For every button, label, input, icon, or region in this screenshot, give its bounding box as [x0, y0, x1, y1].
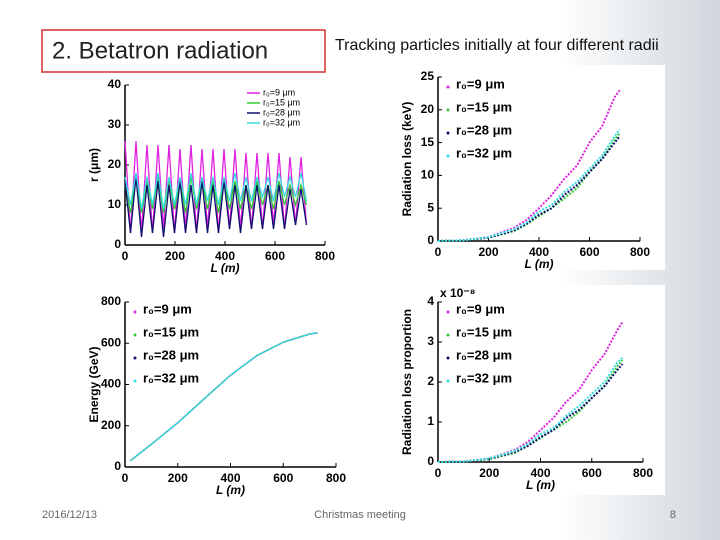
y-axis-label: Energy (GeV)	[87, 346, 101, 422]
legend-swatch	[133, 310, 137, 314]
y-tick-label: 5	[427, 200, 434, 214]
x-tick-label: 400	[529, 245, 549, 259]
legend-label: r₀=9 μm	[456, 76, 505, 91]
series-line	[437, 363, 624, 463]
series-line	[437, 128, 621, 242]
legend-swatch	[446, 131, 450, 135]
panel	[400, 65, 665, 270]
x-tick-label: 400	[530, 466, 550, 480]
legend-label: r₀=9 μm	[263, 87, 295, 97]
x-axis-label: L (m)	[210, 261, 239, 275]
y-tick-label: 25	[421, 69, 435, 83]
x-tick-label: 0	[435, 466, 442, 480]
y-tick-label: 0	[114, 459, 121, 473]
y-tick-label: 800	[101, 294, 121, 308]
legend-label: r₀=32 μm	[456, 370, 512, 385]
legend-label: r₀=32 μm	[456, 145, 512, 160]
page-number: 8	[670, 509, 676, 521]
legend-label: r₀=9 μm	[456, 301, 505, 316]
y-axis-label: r (μm)	[87, 148, 101, 182]
legend-label: r₀=28 μm	[263, 107, 300, 117]
x-tick-label: 400	[215, 249, 235, 263]
date: 2016/12/13	[42, 509, 97, 521]
x-tick-label: 600	[273, 471, 293, 485]
y-axis-label: Radiation loss proportion	[400, 309, 414, 455]
legend-label: r₀=15 μm	[456, 99, 512, 114]
slide-subtitle: Tracking particles initially at four dif…	[335, 37, 659, 54]
legend-label: r₀=32 μm	[143, 370, 199, 385]
x-tick-label: 0	[122, 249, 129, 263]
x-tick-label: 0	[122, 471, 129, 485]
footer: Christmas meeting	[314, 509, 406, 521]
legend-label: r₀=15 μm	[456, 324, 512, 339]
y-tick-label: 30	[108, 117, 122, 131]
series-line	[437, 321, 624, 463]
panel	[400, 285, 665, 495]
series-line	[129, 332, 318, 462]
legend-swatch	[446, 379, 450, 383]
y-tick-label: 0	[114, 237, 121, 251]
x-tick-label: 400	[220, 471, 240, 485]
y-tick-label: 1	[427, 414, 434, 428]
legend-swatch	[133, 379, 137, 383]
y-tick-label: 10	[108, 197, 122, 211]
x-tick-label: 600	[265, 249, 285, 263]
x-tick-label: 600	[582, 466, 602, 480]
x-tick-label: 200	[165, 249, 185, 263]
legend-swatch	[133, 356, 137, 360]
y-tick-label: 600	[101, 335, 121, 349]
x-tick-label: 800	[630, 245, 650, 259]
x-tick-label: 800	[633, 466, 653, 480]
y-tick-label: 40	[108, 77, 122, 91]
legend-swatch	[446, 356, 450, 360]
x-tick-label: 200	[479, 466, 499, 480]
y-tick-label: 15	[421, 135, 435, 149]
legend-label: r₀=28 μm	[143, 347, 199, 362]
title-box	[41, 29, 326, 73]
x-axis-label: L (m)	[524, 257, 553, 271]
series-line	[124, 176, 308, 238]
legend-label: r₀=15 μm	[143, 324, 199, 339]
x-tick-label: 0	[435, 245, 442, 259]
y-tick-label: 20	[108, 157, 122, 171]
y-tick-label: 400	[101, 377, 121, 391]
legend-label: r₀=32 μm	[263, 117, 300, 127]
legend-swatch	[446, 154, 450, 158]
y-tick-label: 200	[101, 418, 121, 432]
legend-label: r₀=28 μm	[456, 122, 512, 137]
legend-swatch	[446, 108, 450, 112]
x-tick-label: 800	[326, 471, 346, 485]
y-tick-label: 3	[427, 334, 434, 348]
y-axis-label: Radiation loss (keV)	[400, 102, 414, 217]
legend-label: r₀=15 μm	[263, 97, 300, 107]
y-tick-label: 0	[427, 233, 434, 247]
legend-label: r₀=9 μm	[143, 301, 192, 316]
axis-multiplier: x 10⁻⁸	[440, 286, 475, 300]
y-tick-label: 10	[421, 168, 435, 182]
legend-swatch	[446, 85, 450, 89]
y-tick-label: 0	[427, 454, 434, 468]
y-tick-label: 4	[427, 294, 434, 308]
slide-title: 2. Betatron radiation	[52, 37, 268, 64]
legend-swatch	[446, 333, 450, 337]
x-tick-label: 800	[315, 249, 335, 263]
x-axis-label: L (m)	[216, 483, 245, 497]
series-line	[124, 172, 308, 210]
x-axis-label: L (m)	[526, 478, 555, 492]
x-tick-label: 200	[168, 471, 188, 485]
x-tick-label: 600	[579, 245, 599, 259]
y-tick-label: 20	[421, 102, 435, 116]
legend-label: r₀=28 μm	[456, 347, 512, 362]
series-line	[124, 176, 308, 214]
legend-swatch	[133, 333, 137, 337]
y-tick-label: 2	[427, 374, 434, 388]
series-line	[437, 357, 624, 463]
legend-swatch	[446, 310, 450, 314]
x-tick-label: 200	[478, 245, 498, 259]
